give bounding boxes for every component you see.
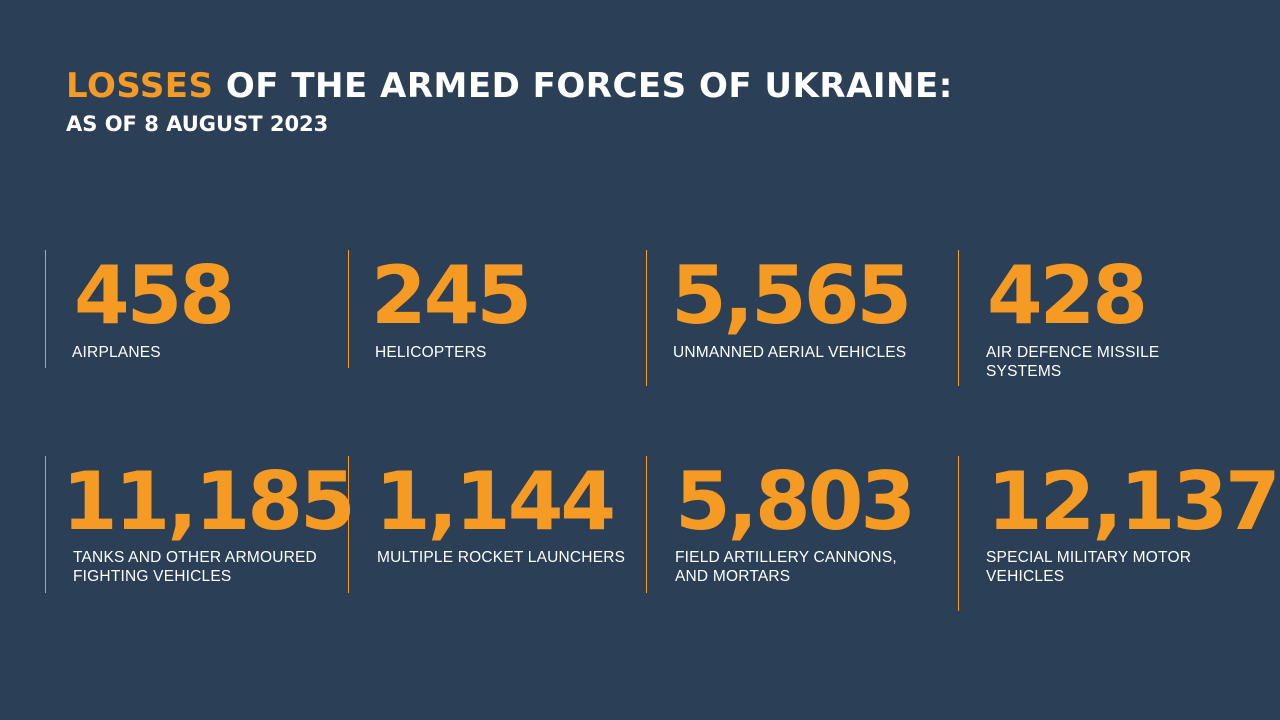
stat-label: HELICOPTERS (375, 344, 487, 361)
stat-value: 12,137 (987, 455, 1280, 548)
page-title: LOSSES OF THE ARMED FORCES OF UKRAINE: (66, 66, 953, 106)
stat-value: 245 (371, 249, 532, 342)
stat-artillery: 5,803 FIELD ARTILLERY CANNONS, AND MORTA… (646, 456, 937, 593)
stat-motor-vehicles: 12,137 SPECIAL MILITARY MOTOR VEHICLES (958, 456, 1280, 611)
stat-label: AIR DEFENCE MISSILE SYSTEMS (986, 344, 1160, 380)
stat-value: 458 (74, 249, 235, 342)
stat-label: SPECIAL MILITARY MOTOR VEHICLES (986, 549, 1192, 585)
stat-value: 428 (987, 249, 1148, 342)
title-rest: OF THE ARMED FORCES OF UKRAINE: (213, 66, 953, 106)
stat-value: 11,185 (62, 455, 356, 548)
stat-tanks: 11,185 TANKS AND OTHER ARMOURED FIGHTING… (45, 456, 356, 593)
stat-value: 5,565 (671, 249, 912, 342)
stat-mlrs: 1,144 MULTIPLE ROCKET LAUNCHERS (348, 456, 639, 593)
stat-value: 1,144 (375, 455, 616, 548)
stat-value: 5,803 (675, 455, 916, 548)
stat-label: UNMANNED AERIAL VEHICLES (673, 344, 907, 361)
stat-uav: 5,565 UNMANNED AERIAL VEHICLES (646, 250, 937, 386)
stat-label: MULTIPLE ROCKET LAUNCHERS (377, 549, 626, 566)
stat-airplanes: 458 AIRPLANES (45, 250, 326, 368)
stat-label: AIRPLANES (72, 344, 161, 361)
header: LOSSES OF THE ARMED FORCES OF UKRAINE: A… (66, 66, 953, 138)
title-accent: LOSSES (66, 66, 214, 106)
stat-label: FIELD ARTILLERY CANNONS, AND MORTARS (675, 549, 897, 585)
stat-helicopters: 245 HELICOPTERS (348, 250, 629, 368)
stat-label: TANKS AND OTHER ARMOURED FIGHTING VEHICL… (73, 549, 317, 585)
stat-air-defence: 428 AIR DEFENCE MISSILE SYSTEMS (958, 250, 1249, 386)
page-subtitle: AS OF 8 AUGUST 2023 (66, 112, 329, 136)
